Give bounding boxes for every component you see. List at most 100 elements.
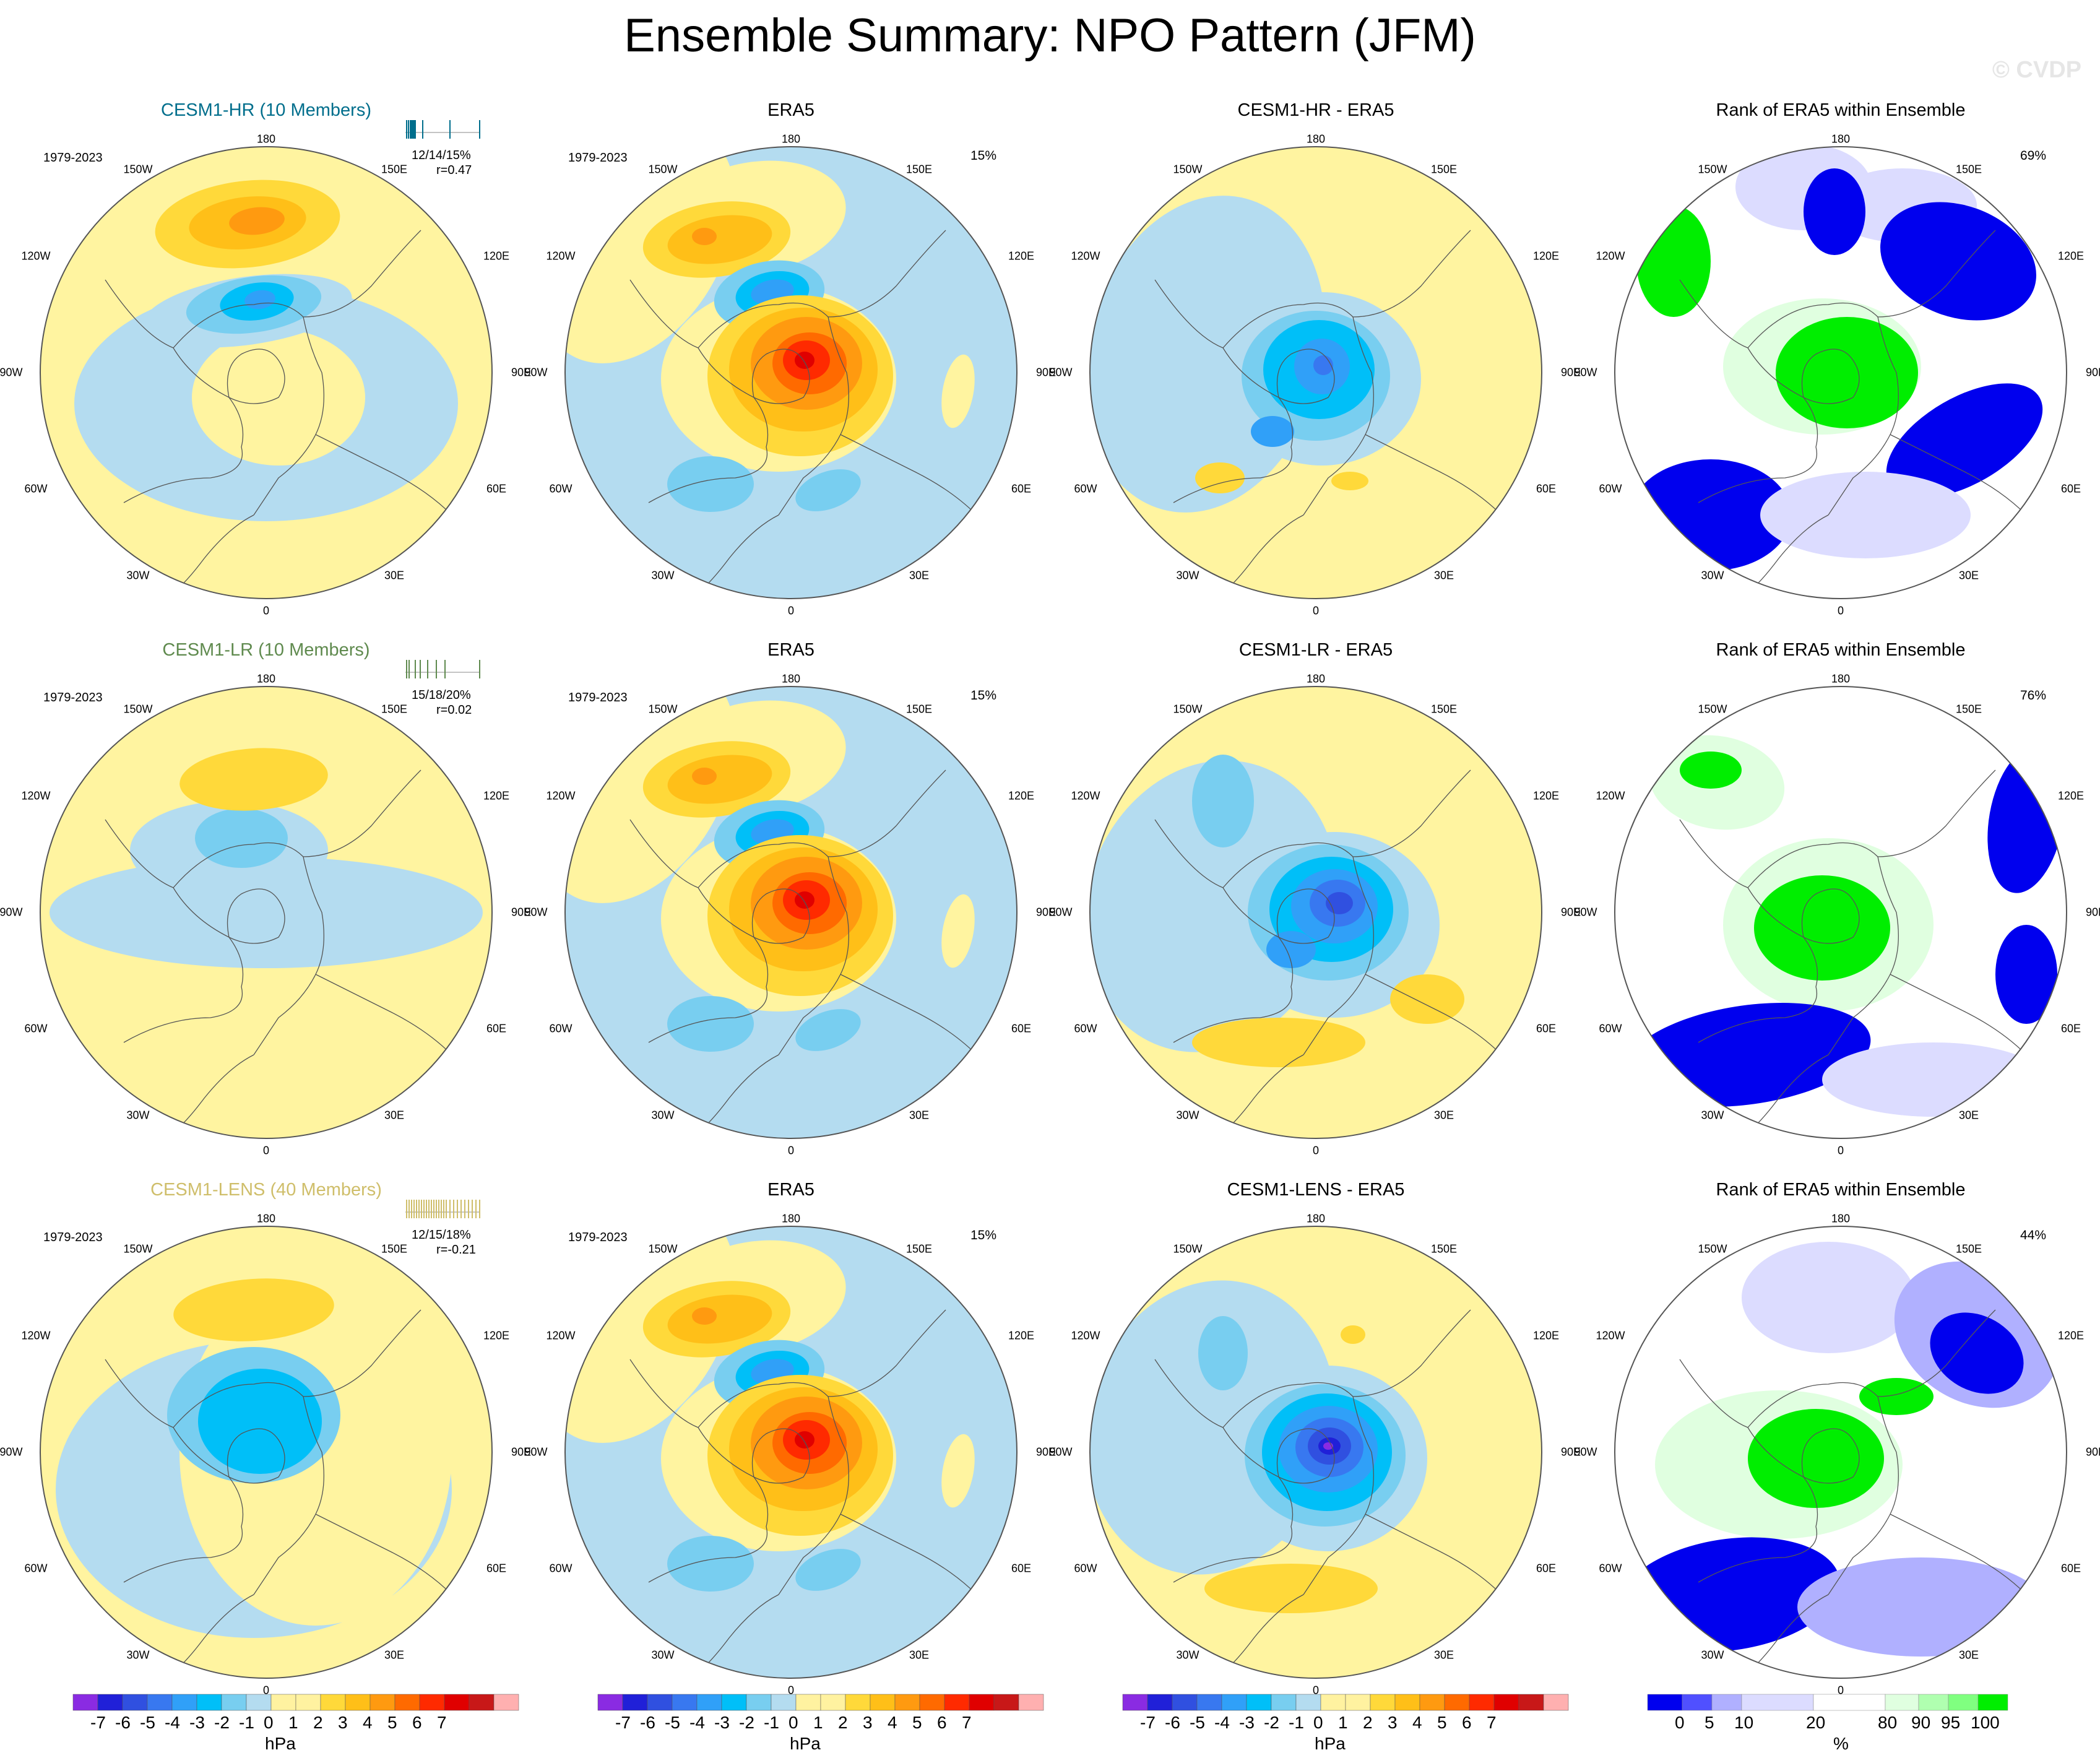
colorbar-tick-label: -5 bbox=[140, 1713, 155, 1732]
r3c2-panel-title: ERA5 bbox=[767, 1180, 815, 1200]
r1c1-axis-label-ur: 150E bbox=[381, 163, 408, 176]
r3c3-axis-label-ll: 30W bbox=[1176, 1648, 1199, 1661]
r3c3-axis-label-right_upper: 120E bbox=[1532, 1329, 1560, 1342]
map-panel-r1-c1 bbox=[40, 146, 493, 599]
r1c1-axis-label-left_mid: 90W bbox=[0, 366, 23, 379]
colorbar-swatch bbox=[1172, 1694, 1198, 1711]
negative-lobe-northwest bbox=[1192, 755, 1254, 847]
colorbar-tick-label: -5 bbox=[1190, 1713, 1205, 1732]
r1c4-panel-title: Rank of ERA5 within Ensemble bbox=[1716, 100, 1966, 120]
member-rug-plot bbox=[405, 120, 480, 139]
r1c3-axis-label-lr: 30E bbox=[1433, 569, 1454, 582]
map-field bbox=[1615, 147, 2067, 599]
coastline-4 bbox=[840, 974, 977, 1055]
colorbar-swatch bbox=[1682, 1694, 1713, 1711]
r1c1-axis-label-right_upper: 120E bbox=[483, 249, 510, 262]
positive-patch-north bbox=[1341, 1325, 1365, 1344]
colorbar-swatch bbox=[345, 1694, 371, 1711]
r3c2-axis-label-right_upper: 120E bbox=[1008, 1329, 1035, 1342]
coastline-4 bbox=[1890, 1514, 2027, 1595]
colorbar-swatch bbox=[246, 1694, 272, 1711]
r2c1-axis-label-left_mid: 90W bbox=[0, 906, 23, 919]
colorbar-swatch bbox=[444, 1694, 470, 1711]
colorbar-tick-label: 4 bbox=[363, 1713, 373, 1732]
colorbar-swatch bbox=[1813, 1694, 1886, 1711]
colorbar-swatch bbox=[1196, 1694, 1222, 1711]
r3c3-axis-label-left_lower: 60W bbox=[1074, 1562, 1097, 1575]
coastline-2 bbox=[1303, 316, 1374, 516]
colorbar-swatch bbox=[1394, 1694, 1420, 1711]
coastline-0 bbox=[1679, 1359, 1818, 1583]
r1c1-pct-stats: 12/14/15% bbox=[412, 149, 471, 162]
r3c1-axis-label-bottom: 0 bbox=[262, 1684, 270, 1697]
coastline-2 bbox=[778, 856, 849, 1055]
colorbar-swatch bbox=[147, 1694, 173, 1711]
coastline-3 bbox=[1276, 888, 1335, 944]
colorbar-swatch bbox=[870, 1694, 896, 1711]
r3c4-axis-label-top: 180 bbox=[1831, 1212, 1851, 1225]
colorbar-hpa-2 bbox=[597, 1694, 1044, 1711]
r3c2-explained-variance: 15% bbox=[970, 1228, 997, 1242]
colorbar-tick-label: -6 bbox=[1165, 1713, 1180, 1732]
rank-high-center bbox=[1748, 1409, 1884, 1508]
r1c2-axis-label-right_lower: 60E bbox=[1011, 482, 1032, 495]
r3c1-axis-label-ur: 150E bbox=[381, 1242, 408, 1255]
colorbar-tick-label: 0 bbox=[1675, 1713, 1685, 1732]
coastline-2 bbox=[253, 856, 324, 1055]
rank-low-east bbox=[1886, 383, 2043, 498]
coastline-3 bbox=[1801, 349, 1860, 404]
colorbar-tick-label: -7 bbox=[1140, 1713, 1156, 1732]
r3c3-axis-label-ur: 150E bbox=[1430, 1242, 1458, 1255]
r3c2-axis-label-ul: 150W bbox=[648, 1242, 678, 1255]
map-boundary bbox=[1089, 686, 1542, 1139]
r1c1-panel-title: CESM1-HR (10 Members) bbox=[161, 100, 371, 120]
colorbar-rank bbox=[1647, 1694, 2008, 1711]
r1c4-axis-label-ll: 30W bbox=[1701, 569, 1724, 582]
r3c2-axis-label-lr: 30E bbox=[909, 1648, 930, 1661]
colorbar-tick-label: 1 bbox=[813, 1713, 823, 1732]
colorbar-tick-label: 95 bbox=[1941, 1713, 1961, 1732]
map-field bbox=[565, 147, 1017, 599]
map-boundary bbox=[564, 1226, 1018, 1679]
r3c1-axis-label-left_mid: 90W bbox=[0, 1445, 23, 1458]
colorbar-swatch bbox=[469, 1694, 495, 1711]
colorbar-tick-label: 5 bbox=[912, 1713, 922, 1732]
colorbar-hpa-1 bbox=[72, 1694, 519, 1711]
map-boundary bbox=[40, 146, 493, 599]
r3c4-axis-label-bottom: 0 bbox=[1837, 1684, 1844, 1697]
coastline-0 bbox=[105, 819, 244, 1043]
coastline-0 bbox=[105, 1359, 244, 1583]
r3c4-axis-label-lr: 30E bbox=[1958, 1648, 1979, 1661]
colorbar-swatch bbox=[919, 1694, 945, 1711]
colorbar-swatch bbox=[721, 1694, 747, 1711]
coastline-3 bbox=[751, 1428, 810, 1484]
r3c1-axis-label-right_lower: 60E bbox=[486, 1562, 507, 1575]
colorbar-unit: hPa bbox=[790, 1734, 821, 1753]
colorbar-tick-label: 5 bbox=[387, 1713, 397, 1732]
rank-low-north bbox=[1804, 168, 1865, 255]
eurasia-low-lobe bbox=[795, 469, 861, 511]
map-field bbox=[40, 147, 492, 599]
r1c4-axis-label-left_upper: 120W bbox=[1596, 249, 1625, 262]
r1c2-explained-variance: 15% bbox=[970, 149, 997, 163]
r2c4-panel-title: Rank of ERA5 within Ensemble bbox=[1716, 640, 1966, 660]
r2c2-axis-label-ul: 150W bbox=[648, 703, 678, 716]
colorbar-tick-label: 1 bbox=[1338, 1713, 1348, 1732]
r2c2-axis-label-right_mid: 90E bbox=[1035, 906, 1056, 919]
r3c1-axis-label-left_upper: 120W bbox=[21, 1329, 51, 1342]
r1c3-axis-label-right_mid: 90E bbox=[1560, 366, 1581, 379]
r2c4-axis-label-ul: 150W bbox=[1698, 703, 1727, 716]
r3c4-axis-label-right_lower: 60E bbox=[2060, 1562, 2081, 1575]
colorbar-tick-label: 7 bbox=[437, 1713, 447, 1732]
coastline-4 bbox=[1365, 974, 1502, 1055]
colorbar-swatch bbox=[1948, 1694, 1979, 1711]
map-boundary bbox=[1614, 146, 2067, 599]
r2c3-axis-label-right_upper: 120E bbox=[1532, 789, 1560, 802]
r1c1-axis-label-left_lower: 60W bbox=[24, 482, 48, 495]
r1c3-axis-label-top: 180 bbox=[1306, 132, 1326, 145]
r2c1-axis-label-ll: 30W bbox=[126, 1109, 150, 1122]
r2c3-axis-label-right_mid: 90E bbox=[1560, 906, 1581, 919]
r1c3-panel-title: CESM1-HR - ERA5 bbox=[1237, 100, 1394, 120]
r1c3-axis-label-left_mid: 90W bbox=[1049, 366, 1073, 379]
coastline-0 bbox=[1154, 819, 1294, 1043]
